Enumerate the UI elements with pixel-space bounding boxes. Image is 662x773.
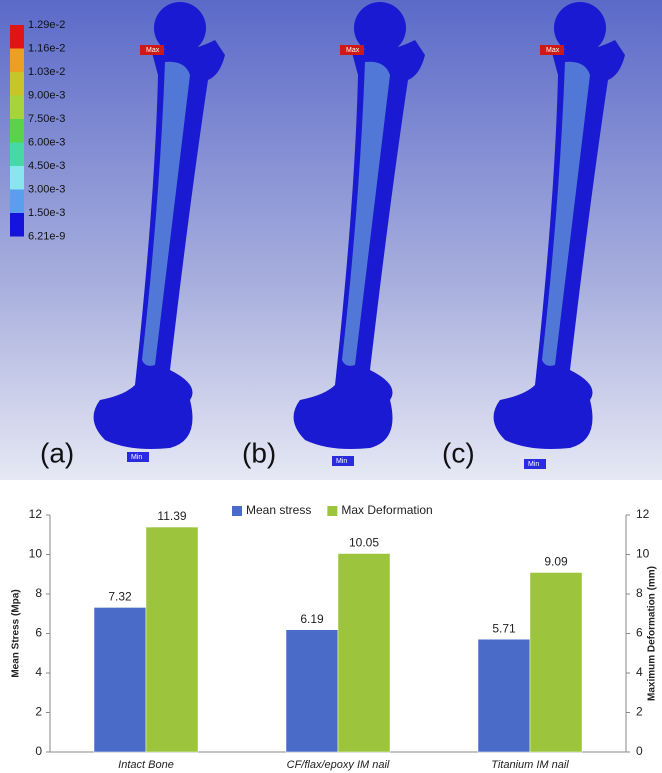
legend-label: 6.21e-9 — [28, 230, 65, 242]
y2-tick-label: 2 — [636, 705, 643, 719]
legend-swatch — [232, 506, 242, 516]
value-label: 9.09 — [544, 555, 568, 569]
x-tick-label: Intact Bone — [118, 759, 174, 771]
y-tick-label: 6 — [35, 626, 42, 640]
legend-label: Mean stress — [246, 503, 311, 517]
legend-label: 6.00e-3 — [28, 136, 65, 148]
y2-tick-label: 4 — [636, 665, 643, 679]
y2-axis-title: Maximum Deformation (mm) — [647, 566, 658, 701]
bar — [146, 527, 198, 752]
legend-swatch — [10, 49, 24, 73]
value-label: 5.71 — [492, 621, 516, 635]
legend-swatch — [10, 72, 24, 96]
legend-label: 9.00e-3 — [28, 89, 65, 101]
legend-label: 4.50e-3 — [28, 160, 65, 172]
value-label: 7.32 — [108, 590, 132, 604]
legend-swatch — [10, 25, 24, 49]
min-tag: Min — [336, 458, 347, 465]
max-tag: Max — [346, 47, 360, 54]
bar — [94, 607, 146, 752]
y2-tick-label: 12 — [636, 507, 650, 521]
figure: Max Min (a) Max Min (b) Max Min (c) 1.29… — [0, 0, 662, 773]
bar — [286, 630, 338, 752]
legend-swatch — [10, 190, 24, 214]
legend-swatch — [10, 213, 24, 237]
min-tag: Min — [528, 461, 539, 468]
legend-label: 7.50e-3 — [28, 113, 65, 125]
x-tick-label: Titanium IM nail — [491, 759, 569, 771]
legend-swatch — [10, 119, 24, 143]
y-tick-label: 8 — [35, 586, 42, 600]
legend-swatch — [10, 96, 24, 120]
x-tick-label: CF/flax/epoxy IM nail — [287, 759, 390, 771]
panel-label: (a) — [40, 437, 74, 468]
legend-label: 3.00e-3 — [28, 183, 65, 195]
y2-tick-label: 10 — [636, 547, 650, 561]
max-tag: Max — [146, 47, 160, 54]
y2-tick-label: 0 — [636, 744, 643, 758]
panel-label: (c) — [442, 437, 475, 468]
y2-tick-label: 6 — [636, 626, 643, 640]
panel-label: (b) — [242, 437, 276, 468]
legend-label: 1.16e-2 — [28, 42, 65, 54]
bar — [530, 572, 582, 752]
y-tick-label: 4 — [35, 665, 42, 679]
min-tag: Min — [131, 454, 142, 461]
bar-chart: 0 2 4 6 8 10 12 0 2 4 6 8 10 12 Mean Stress (Mpa) Maxim… — [11, 503, 658, 771]
y-tick-label: 2 — [35, 705, 42, 719]
y-axis-title: Mean Stress (Mpa) — [11, 589, 22, 677]
y-tick-label: 12 — [29, 507, 43, 521]
legend-label: 1.03e-2 — [28, 66, 65, 78]
value-label: 11.39 — [157, 509, 186, 523]
max-tag: Max — [546, 47, 560, 54]
legend-swatch — [10, 143, 24, 167]
legend-label: 1.29e-2 — [28, 19, 65, 31]
bar — [478, 639, 530, 752]
value-label: 10.05 — [349, 536, 379, 550]
y-tick-label: 0 — [35, 744, 42, 758]
legend-swatch — [327, 506, 337, 516]
legend-label: Max Deformation — [341, 503, 432, 517]
legend-label: 1.50e-3 — [28, 207, 65, 219]
y2-tick-label: 8 — [636, 586, 643, 600]
bar — [338, 554, 390, 752]
value-label: 6.19 — [300, 612, 324, 626]
legend-swatch — [10, 166, 24, 190]
y-tick-label: 10 — [29, 547, 43, 561]
